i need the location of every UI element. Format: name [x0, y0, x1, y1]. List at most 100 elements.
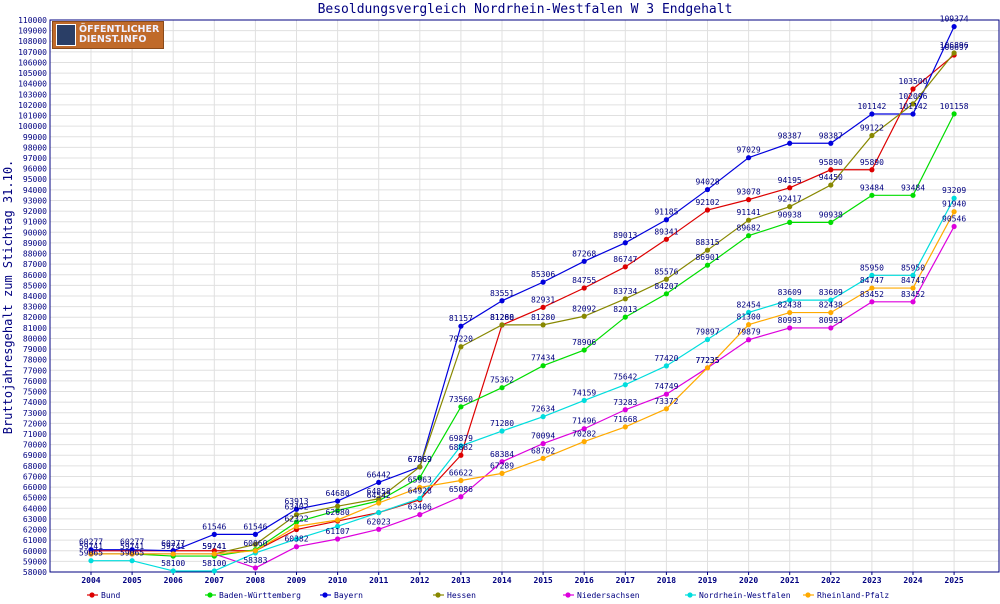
- data-label: 70282: [572, 430, 596, 439]
- data-label: 71496: [572, 417, 596, 426]
- data-label: 60277: [79, 538, 103, 547]
- series-line: [91, 52, 955, 555]
- data-label: 80993: [819, 316, 843, 325]
- data-label: 71280: [490, 419, 514, 428]
- data-label: 62023: [367, 517, 391, 526]
- y-tick-label: 107000: [18, 48, 47, 57]
- data-label: 89341: [654, 227, 678, 236]
- data-label: 70094: [531, 432, 555, 441]
- series-lines: [88, 24, 957, 574]
- y-tick-label: 104000: [18, 80, 47, 89]
- data-label: 65963: [408, 475, 432, 484]
- y-tick-label: 59000: [23, 557, 47, 566]
- y-tick-label: 90000: [23, 228, 47, 237]
- x-tick-label: 2023: [862, 576, 881, 585]
- data-label: 66442: [367, 470, 391, 479]
- data-point: [910, 285, 916, 291]
- y-tick-label: 70000: [23, 441, 47, 450]
- data-point: [376, 496, 382, 502]
- data-point: [787, 309, 793, 316]
- data-label: 93484: [860, 183, 884, 192]
- data-label: 101142: [899, 102, 928, 111]
- data-point: [746, 233, 752, 239]
- data-label: 93209: [942, 186, 966, 195]
- data-point: [211, 568, 217, 574]
- legend: Bund Baden-Württemberg Bayern Hessen Nieders…: [87, 591, 889, 600]
- gridlines: [50, 19, 999, 573]
- data-label: 66622: [449, 468, 473, 477]
- y-tick-label: 81000: [23, 324, 47, 333]
- data-point: [951, 24, 957, 30]
- data-label: 84207: [654, 282, 678, 291]
- data-point: [951, 50, 957, 56]
- data-label: 77235: [695, 356, 719, 365]
- y-tick-label: 92000: [23, 207, 47, 216]
- data-label: 84747: [860, 276, 884, 285]
- data-label: 88315: [695, 238, 719, 247]
- data-point: [663, 291, 670, 297]
- data-point: [129, 558, 135, 564]
- x-tick-label: 2011: [369, 576, 388, 585]
- data-label: 83452: [901, 290, 925, 299]
- series-line: [91, 226, 955, 569]
- data-point: [622, 382, 628, 388]
- data-label: 60382: [284, 535, 308, 544]
- data-point: [951, 223, 957, 230]
- data-point: [211, 531, 217, 537]
- y-tick-label: 61000: [23, 536, 47, 545]
- data-point: [540, 441, 546, 447]
- site-logo: ÖFFENTLICHER DIENST.INFO: [52, 21, 164, 49]
- y-tick-label: 103000: [18, 90, 47, 99]
- data-point: [663, 391, 670, 397]
- data-point: [458, 477, 464, 484]
- legend-marker: [687, 592, 693, 598]
- y-tick-label: 93000: [23, 196, 47, 205]
- data-label: 90546: [942, 215, 966, 224]
- y-tick-label: 74000: [23, 398, 47, 407]
- x-tick-label: 2015: [533, 576, 552, 585]
- data-point: [417, 512, 423, 518]
- data-label: 61546: [202, 522, 226, 531]
- data-point: [828, 219, 834, 225]
- data-label: 82013: [613, 305, 637, 314]
- y-tick-label: 95000: [23, 175, 47, 184]
- logo-line1: ÖFFENTLICHER: [79, 24, 160, 35]
- data-point: [828, 309, 834, 316]
- data-label: 82931: [531, 295, 555, 304]
- data-point: [746, 217, 752, 223]
- data-label: 74159: [572, 388, 596, 397]
- data-point: [458, 443, 464, 449]
- y-tick-label: 85000: [23, 281, 47, 290]
- data-point: [581, 426, 587, 432]
- data-point: [746, 322, 752, 328]
- data-point: [828, 167, 834, 173]
- data-label: 84747: [901, 276, 925, 285]
- data-label: 68702: [531, 446, 555, 455]
- data-label: 106896: [940, 41, 969, 50]
- data-point: [704, 262, 711, 268]
- data-point: [458, 494, 464, 500]
- y-tick-label: 109000: [18, 27, 47, 36]
- x-tick-label: 2018: [657, 576, 676, 585]
- data-point: [376, 479, 382, 485]
- logo-line2: DIENST.INFO: [79, 34, 147, 45]
- data-label: 73372: [654, 397, 678, 406]
- data-point: [622, 240, 628, 246]
- data-label: 87268: [572, 249, 596, 258]
- legend-marker: [805, 592, 811, 598]
- y-tick-label: 101000: [18, 112, 47, 121]
- data-label: 83609: [778, 288, 802, 297]
- data-point: [869, 272, 875, 278]
- data-label: 82454: [737, 300, 761, 309]
- data-point: [746, 309, 752, 316]
- data-label: 62322: [284, 514, 308, 523]
- chart-title: Besoldungsvergleich Nordrhein-Westfalen …: [318, 2, 733, 17]
- data-label: 59065: [79, 549, 103, 558]
- data-point: [663, 363, 670, 369]
- y-tick-label: 72000: [23, 419, 47, 428]
- data-point: [869, 167, 875, 173]
- data-point: [622, 424, 628, 430]
- data-point: [910, 111, 916, 117]
